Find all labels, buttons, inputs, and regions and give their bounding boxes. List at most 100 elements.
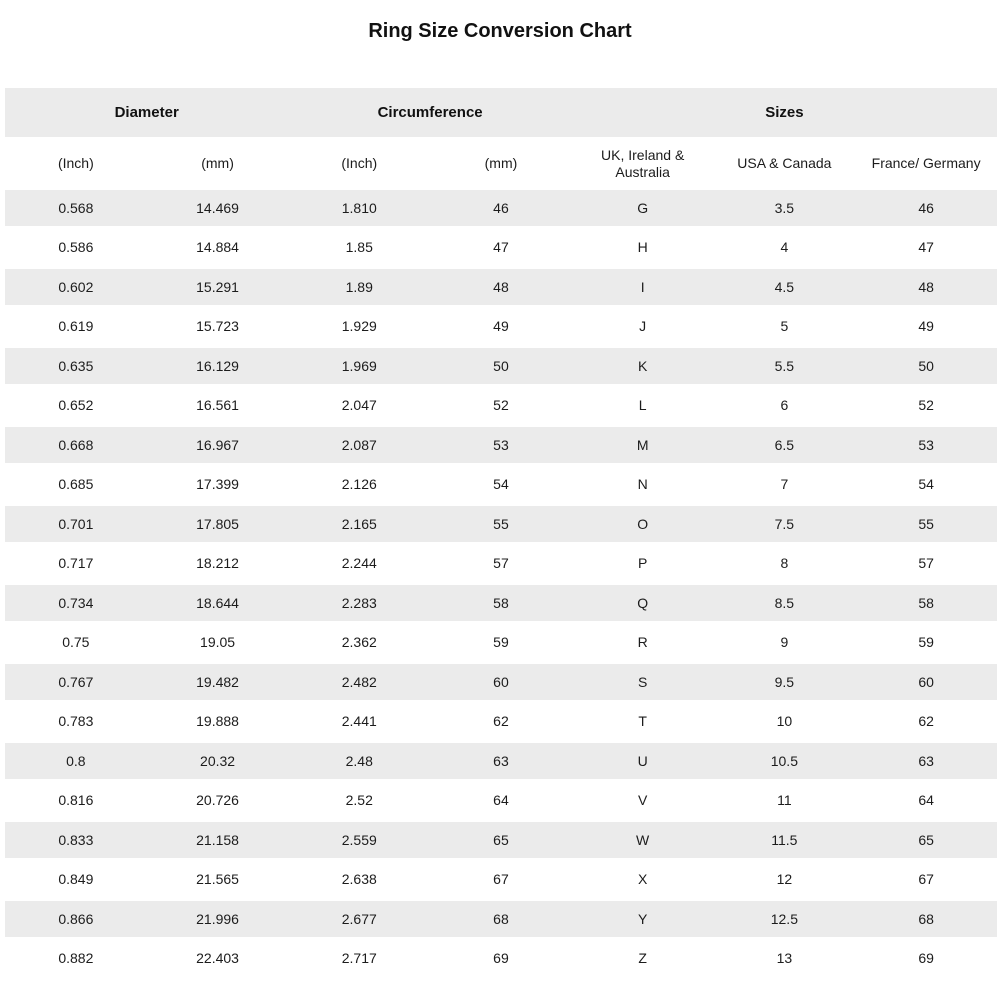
table-cell: 16.561	[146, 385, 289, 427]
column-header-row: (Inch) (mm) (Inch) (mm) UK, Ireland & Au…	[5, 137, 997, 190]
table-cell: 11	[713, 780, 856, 822]
table-cell: 2.244	[288, 543, 431, 585]
table-cell: 0.8	[5, 741, 147, 783]
table-cell: 57	[855, 543, 997, 585]
table-cell: 47	[855, 227, 997, 269]
table-cell: 17.805	[146, 504, 289, 546]
table-cell: 12	[713, 859, 856, 901]
table-cell: 2.52	[288, 780, 431, 822]
table-cell: 2.717	[288, 938, 431, 980]
table-cell: 5	[713, 306, 856, 348]
table-cell: 2.677	[288, 899, 431, 941]
table-cell: 55	[855, 504, 997, 546]
group-header-row: Diameter Circumference Sizes	[5, 88, 997, 137]
table-row: 0.701 17.805 2.165 55 O 7.5 55	[5, 504, 997, 546]
table-cell: 0.652	[5, 385, 147, 427]
table-row: 0.8 20.32 2.48 63 U 10.5 63	[5, 741, 997, 783]
group-header-sizes: Sizes	[571, 88, 997, 137]
table-cell: P	[571, 543, 714, 585]
table-cell: 19.888	[146, 701, 289, 743]
table-cell: L	[571, 385, 714, 427]
table-row: 0.849 21.565 2.638 67 X 12 67	[5, 859, 997, 901]
table-cell: 0.568	[5, 190, 147, 230]
table-row: 0.783 19.888 2.441 62 T 10 62	[5, 701, 997, 743]
table-row: 0.685 17.399 2.126 54 N 7 54	[5, 464, 997, 506]
table-cell: Z	[571, 938, 714, 980]
table-cell: V	[571, 780, 714, 822]
table-cell: 4.5	[713, 267, 856, 309]
table-row: 0.75 19.05 2.362 59 R 9 59	[5, 622, 997, 664]
table-cell: 58	[855, 583, 997, 625]
table-cell: 8	[713, 543, 856, 585]
table-cell: 0.767	[5, 662, 147, 704]
table-cell: 2.087	[288, 425, 431, 467]
column-header-circumference-inch: (Inch)	[288, 137, 431, 190]
table-cell: 2.559	[288, 820, 431, 862]
table-cell: 1.810	[288, 190, 431, 230]
table-cell: 62	[855, 701, 997, 743]
table-cell: N	[571, 464, 714, 506]
table-cell: 64	[430, 780, 572, 822]
table-row: 0.767 19.482 2.482 60 S 9.5 60	[5, 662, 997, 704]
table-row: 0.882 22.403 2.717 69 Z 13 69	[5, 938, 997, 980]
table-cell: 2.441	[288, 701, 431, 743]
table-cell: 50	[430, 346, 572, 388]
table-cell: 14.469	[146, 190, 289, 230]
table-cell: 58	[430, 583, 572, 625]
table-cell: 20.32	[146, 741, 289, 783]
table-cell: 4	[713, 227, 856, 269]
table-cell: Y	[571, 899, 714, 941]
table-cell: 19.482	[146, 662, 289, 704]
table-cell: 2.165	[288, 504, 431, 546]
table-row: 0.668 16.967 2.087 53 M 6.5 53	[5, 425, 997, 467]
table-cell: 49	[430, 306, 572, 348]
table-cell: 1.89	[288, 267, 431, 309]
table-cell: 49	[855, 306, 997, 348]
table-cell: 0.849	[5, 859, 147, 901]
table-cell: 17.399	[146, 464, 289, 506]
table-cell: 1.929	[288, 306, 431, 348]
table-cell: 7	[713, 464, 856, 506]
table-cell: 1.969	[288, 346, 431, 388]
table-cell: J	[571, 306, 714, 348]
table-cell: 59	[855, 622, 997, 664]
table-cell: 2.047	[288, 385, 431, 427]
table-cell: 69	[430, 938, 572, 980]
table-cell: 0.734	[5, 583, 147, 625]
table-cell: 21.996	[146, 899, 289, 941]
table-cell: 0.701	[5, 504, 147, 546]
table-cell: 0.866	[5, 899, 147, 941]
table-cell: 9	[713, 622, 856, 664]
table-cell: 60	[855, 662, 997, 704]
table-row: 0.717 18.212 2.244 57 P 8 57	[5, 543, 997, 585]
table-cell: 11.5	[713, 820, 856, 862]
table-cell: 50	[855, 346, 997, 388]
table-cell: G	[571, 190, 714, 230]
table-cell: 6.5	[713, 425, 856, 467]
table-cell: 54	[855, 464, 997, 506]
table-cell: 48	[855, 267, 997, 309]
table-cell: X	[571, 859, 714, 901]
table-cell: 0.602	[5, 267, 147, 309]
table-cell: Q	[571, 583, 714, 625]
column-header-france-germany: France/ Germany	[855, 137, 997, 190]
table-cell: O	[571, 504, 714, 546]
table-cell: 46	[430, 190, 572, 230]
table-cell: H	[571, 227, 714, 269]
table-cell: 13	[713, 938, 856, 980]
table-cell: 16.967	[146, 425, 289, 467]
table-cell: 18.644	[146, 583, 289, 625]
table-cell: 0.783	[5, 701, 147, 743]
table-cell: 53	[430, 425, 572, 467]
table-cell: I	[571, 267, 714, 309]
table-row: 0.635 16.129 1.969 50 K 5.5 50	[5, 346, 997, 388]
table-cell: 60	[430, 662, 572, 704]
table-cell: 63	[430, 741, 572, 783]
table-cell: 10	[713, 701, 856, 743]
ring-size-conversion-table: Diameter Circumference Sizes (Inch) (mm)…	[5, 88, 997, 980]
table-cell: 68	[430, 899, 572, 941]
table-cell: 14.884	[146, 227, 289, 269]
table-cell: 0.882	[5, 938, 147, 980]
table-cell: 3.5	[713, 190, 856, 230]
table-cell: R	[571, 622, 714, 664]
